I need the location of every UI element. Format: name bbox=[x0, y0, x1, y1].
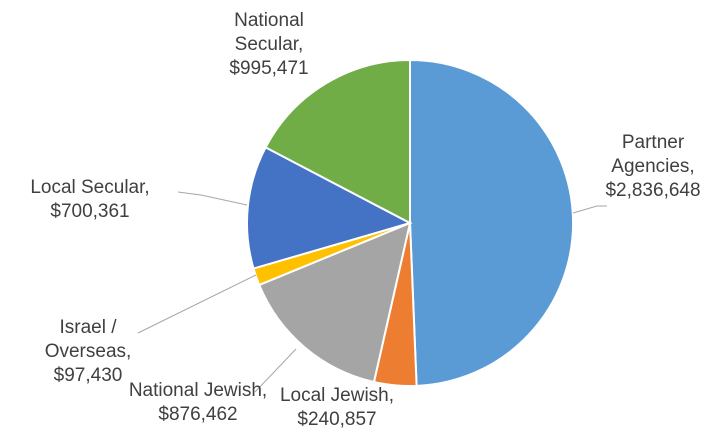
leader-line bbox=[254, 348, 297, 393]
data-label-local-jewish: Local Jewish, $240,857 bbox=[280, 385, 394, 430]
pie-slice-local-secular bbox=[246, 146, 413, 270]
data-label-israel-overseas: Israel / Overseas, $97,430 bbox=[45, 317, 132, 386]
pie-slice-national-secular bbox=[264, 58, 411, 225]
data-label-line: Agencies, bbox=[611, 156, 694, 177]
leader-line bbox=[137, 274, 257, 334]
data-label-line: Partner bbox=[622, 132, 685, 153]
data-label-line: Local Secular, bbox=[30, 177, 149, 198]
pie-slice-national-jewish bbox=[257, 221, 412, 384]
data-label-line: $995,471 bbox=[229, 58, 308, 79]
data-label-line: Overseas, bbox=[45, 341, 132, 362]
data-label-line: $876,462 bbox=[158, 404, 237, 425]
data-label-partner-agencies: Partner Agencies, $2,836,648 bbox=[605, 132, 700, 201]
data-label-national-jewish: National Jewish, $876,462 bbox=[129, 380, 267, 425]
data-label-line: $97,430 bbox=[54, 365, 123, 386]
leader-line bbox=[572, 205, 607, 214]
data-label-line: $2,836,648 bbox=[605, 180, 700, 201]
data-label-line: $240,857 bbox=[297, 409, 376, 430]
data-label-line: $700,361 bbox=[50, 201, 129, 222]
data-label-line: Secular, bbox=[235, 34, 304, 55]
data-label-line: National Jewish, bbox=[129, 380, 267, 401]
slices-layer bbox=[246, 58, 575, 387]
data-label-line: Israel / bbox=[59, 317, 117, 338]
data-label-national-secular: National Secular, $995,471 bbox=[229, 10, 308, 79]
labels-layer: Partner Agencies, $2,836,648 Local Jewish, $… bbox=[30, 10, 700, 430]
data-label-line: Local Jewish, bbox=[280, 385, 394, 406]
data-label-line: National bbox=[234, 10, 304, 31]
leader-line bbox=[177, 191, 248, 206]
pie-slice-partner-agencies bbox=[409, 58, 575, 387]
leader-lines-layer bbox=[137, 191, 607, 393]
data-label-local-secular: Local Secular, $700,361 bbox=[30, 177, 149, 222]
